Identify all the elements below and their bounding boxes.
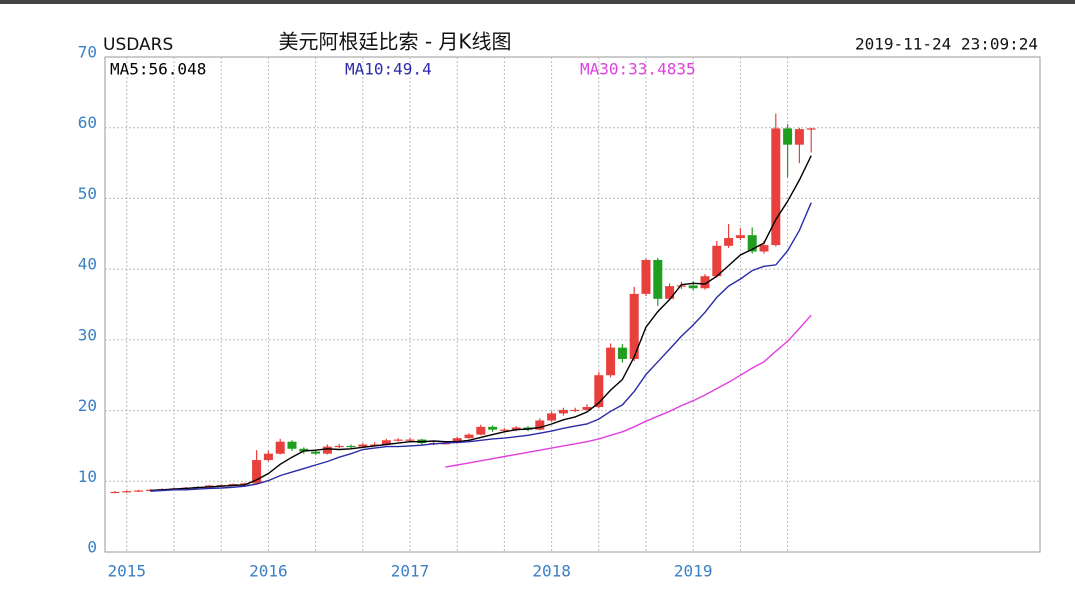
candle-body [346,445,356,448]
y-tick-label: 40 [78,255,97,274]
ma-line [150,155,812,492]
candle-body [228,484,238,486]
chart-title: 美元阿根廷比索 - 月K线图 [278,30,511,54]
candle-body [476,426,486,435]
y-tick-label: 10 [78,467,97,486]
x-tick-label: 2015 [108,562,147,581]
candle-body [712,245,722,277]
x-tick-label: 2019 [674,562,713,581]
y-tick-label: 60 [78,113,97,132]
candle-body [358,444,368,447]
ma-line [445,314,812,468]
timestamp: 2019-11-24 23:09:24 [855,35,1038,54]
x-tick-label: 2018 [532,562,571,581]
candle-body [582,407,592,410]
y-tick-label: 30 [78,325,97,344]
candle-body [299,448,309,452]
symbol: USDARS [103,35,173,55]
y-tick-label: 50 [78,184,97,203]
candle-body [252,460,262,484]
candle-body [405,439,415,441]
candle-body [464,434,474,439]
ma-line [150,202,812,492]
y-tick-label: 20 [78,396,97,415]
candle-body [558,409,568,414]
candle-body [665,286,675,299]
candle-body [322,446,332,454]
candle-body [240,483,250,485]
candle-body [511,427,521,430]
y-tick-label: 70 [78,43,97,62]
legend-entry: MA10:49.4 [345,60,432,79]
candle-body [771,128,781,246]
candle-body [724,238,734,246]
legend-entry: MA30:33.4835 [580,60,696,79]
candle-body [134,490,144,492]
candle-body [747,235,757,252]
candle-body [122,491,132,493]
candle-body [488,426,498,430]
legend-entry: MA5:56.048 [110,60,206,79]
candle-body [499,429,509,431]
candle-body [381,440,391,445]
candle-body [783,128,793,145]
candle-body [547,413,557,421]
candle-body [452,438,462,444]
candle-body [393,439,403,441]
x-tick-label: 2016 [249,562,288,581]
candle-body [594,375,604,408]
candle-body [570,409,580,412]
candle-body [275,441,285,454]
candle-body [606,347,616,376]
candle-body [617,347,627,359]
candle-body [653,259,663,299]
x-tick-label: 2017 [391,562,430,581]
candle-body [370,444,380,446]
candle-body [688,285,698,289]
candle-body [759,245,769,252]
candle-body [110,491,120,494]
top-edge [0,0,1075,4]
candle-body [311,451,321,454]
candle-body [700,276,710,289]
y-tick-label: 0 [87,538,97,557]
candle-body [287,441,297,449]
candle-body [794,129,804,145]
candle-body [641,259,651,294]
candle-body [334,445,344,448]
candle-body [263,453,273,461]
candle-body [735,235,745,239]
candle-body [806,128,816,130]
candle-body [629,293,639,359]
plot-frame [104,56,1041,553]
candle-body [535,420,545,430]
candle-body [676,285,686,287]
